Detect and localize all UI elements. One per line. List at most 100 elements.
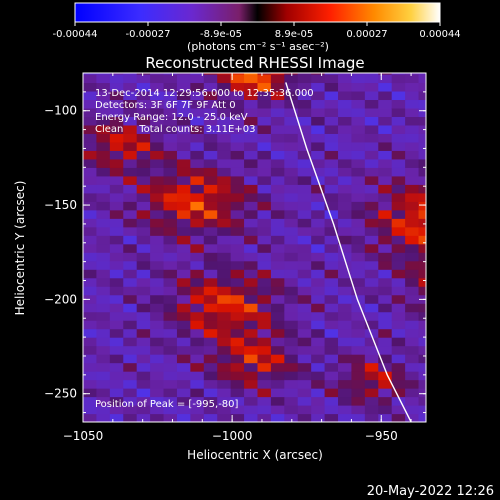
heatmap-cell [338, 260, 353, 270]
heatmap-cell [244, 167, 259, 177]
heatmap-cell [190, 73, 205, 75]
heatmap-cell [176, 362, 191, 372]
heatmap-cell [217, 90, 232, 101]
heatmap-cell [123, 209, 138, 219]
heatmap-cell [96, 345, 111, 355]
heatmap-cell [378, 354, 393, 364]
heatmap-cell [96, 396, 111, 406]
heatmap-cell [364, 243, 379, 253]
heatmap-cell [83, 277, 98, 287]
heatmap-cell [203, 405, 218, 415]
heatmap-cell [230, 328, 245, 338]
heatmap-cell [96, 184, 111, 194]
heatmap-cell [270, 158, 285, 168]
heatmap-cell [351, 226, 366, 236]
heatmap-cell [109, 209, 124, 219]
heatmap-cell [405, 99, 420, 109]
heatmap-cell [176, 354, 191, 364]
heatmap-cell [83, 371, 98, 381]
heatmap-cell [378, 133, 393, 143]
heatmap-cell [230, 226, 245, 236]
heatmap-cell [311, 269, 326, 279]
heatmap-cell [230, 82, 245, 92]
heatmap-cell [351, 218, 366, 228]
heatmap-cell [136, 286, 151, 296]
heatmap-cell [311, 252, 326, 262]
heatmap-cell [405, 396, 420, 406]
heatmap-cell [284, 184, 299, 194]
heatmap-cell [351, 388, 366, 398]
heatmap-cell [109, 158, 124, 168]
heatmap-cell [351, 260, 366, 270]
heatmap-cell [311, 396, 326, 406]
heatmap-cell [123, 379, 138, 389]
heatmap-cell [96, 362, 111, 372]
heatmap-cell [311, 192, 326, 202]
heatmap-cell [364, 345, 379, 355]
heatmap-cell [257, 192, 272, 202]
heatmap-cell [324, 73, 339, 84]
heatmap-cell [405, 345, 420, 355]
heatmap-cell [244, 252, 259, 262]
heatmap-cell [123, 243, 138, 253]
heatmap-cell [270, 388, 285, 398]
heatmap-cell [405, 90, 420, 101]
heatmap-cell [136, 141, 151, 151]
heatmap-cell [297, 184, 312, 194]
heatmap-cell [364, 405, 379, 415]
heatmap-cell [190, 141, 205, 151]
heatmap-cell [418, 379, 426, 389]
heatmap-cell [176, 167, 191, 177]
heatmap-cell [257, 277, 272, 287]
heatmap-cell [324, 405, 339, 415]
heatmap-cell [176, 73, 191, 84]
heatmap-cell [351, 82, 366, 92]
y-tick-label: −200 [44, 292, 77, 306]
heatmap-cell [351, 133, 366, 143]
heatmap-cell [163, 243, 178, 253]
heatmap-cell [391, 405, 406, 415]
heatmap-cell [217, 226, 232, 236]
heatmap-cell [83, 362, 98, 372]
heatmap-cell [83, 158, 98, 168]
heatmap-cell [351, 73, 366, 84]
heatmap-cell [391, 124, 406, 134]
heatmap-cell [96, 320, 111, 330]
heatmap-cell [257, 124, 272, 134]
heatmap-cell [163, 73, 178, 75]
heatmap-cell [378, 260, 393, 270]
heatmap-cell [96, 167, 111, 177]
heatmap-cell [351, 201, 366, 211]
heatmap-cell [364, 226, 379, 236]
heatmap-cell [163, 167, 178, 177]
heatmap-cell [244, 320, 259, 330]
heatmap-cell [270, 328, 285, 338]
heatmap-cell [190, 99, 205, 109]
heatmap-cell [364, 141, 379, 151]
heatmap-cell [217, 260, 232, 270]
heatmap-cell [230, 362, 245, 372]
heatmap-cell [405, 73, 420, 84]
heatmap-cell [418, 362, 426, 372]
heatmap-cell [311, 260, 326, 270]
heatmap-cell [270, 320, 285, 330]
heatmap-cell [190, 303, 205, 313]
heatmap-cell [405, 311, 420, 321]
heatmap-cell [270, 133, 285, 143]
heatmap-cell [418, 354, 426, 364]
heatmap-cell [163, 150, 178, 160]
heatmap-cell [109, 192, 124, 202]
heatmap-cell [217, 311, 232, 321]
heatmap-cell [284, 413, 299, 422]
heatmap-cells [83, 73, 426, 422]
heatmap-cell [83, 405, 98, 415]
heatmap-cell [190, 269, 205, 279]
heatmap-cell [418, 150, 426, 160]
heatmap-cell [244, 158, 259, 168]
heatmap-cell [96, 277, 111, 287]
heatmap-cell [391, 167, 406, 177]
heatmap-cell [83, 90, 98, 101]
heatmap-cell [311, 235, 326, 245]
heatmap-cell [230, 294, 245, 304]
